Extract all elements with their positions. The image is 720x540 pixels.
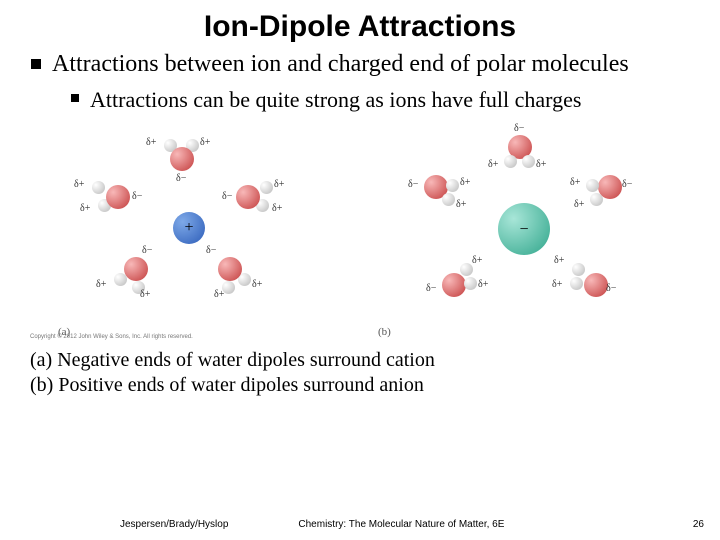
panel-b-label: (b) — [378, 326, 391, 338]
cation-cluster: + δ+ δ+ δ− δ+ δ+ δ− δ+ δ+ δ− — [60, 129, 320, 329]
anion-label: − — [514, 221, 534, 239]
caption-a: (a) Negative ends of water dipoles surro… — [30, 348, 690, 373]
footer-page-number: 26 — [693, 519, 704, 530]
bullet-square-icon — [30, 58, 42, 70]
bullet-square-icon — [70, 93, 80, 103]
diagram-copyright: Copyright © 2012 John Wiley & Sons, Inc.… — [30, 334, 193, 340]
footer-book: Chemistry: The Molecular Nature of Matte… — [298, 519, 504, 530]
slide-title: Ion-Dipole Attractions — [0, 0, 720, 44]
anion-cluster: − δ− δ+ δ+ δ− δ+ δ+ δ− δ+ δ+ — [380, 125, 680, 335]
caption-b: (b) Positive ends of water dipoles surro… — [30, 373, 690, 398]
bullet-level2: Attractions can be quite strong as ions … — [0, 87, 720, 113]
ion-dipole-diagram: + δ+ δ+ δ− δ+ δ+ δ− δ+ δ+ δ− — [0, 119, 720, 344]
cation-label: + — [179, 219, 199, 237]
bullet-level2-text: Attractions can be quite strong as ions … — [90, 87, 581, 113]
footer-authors: Jespersen/Brady/Hyslop — [120, 519, 228, 530]
bullet-level1: Attractions between ion and charged end … — [0, 50, 720, 79]
bullet-level1-text: Attractions between ion and charged end … — [52, 50, 629, 79]
diagram-captions: (a) Negative ends of water dipoles surro… — [0, 348, 720, 398]
slide-footer: Jespersen/Brady/Hyslop Chemistry: The Mo… — [0, 519, 720, 530]
